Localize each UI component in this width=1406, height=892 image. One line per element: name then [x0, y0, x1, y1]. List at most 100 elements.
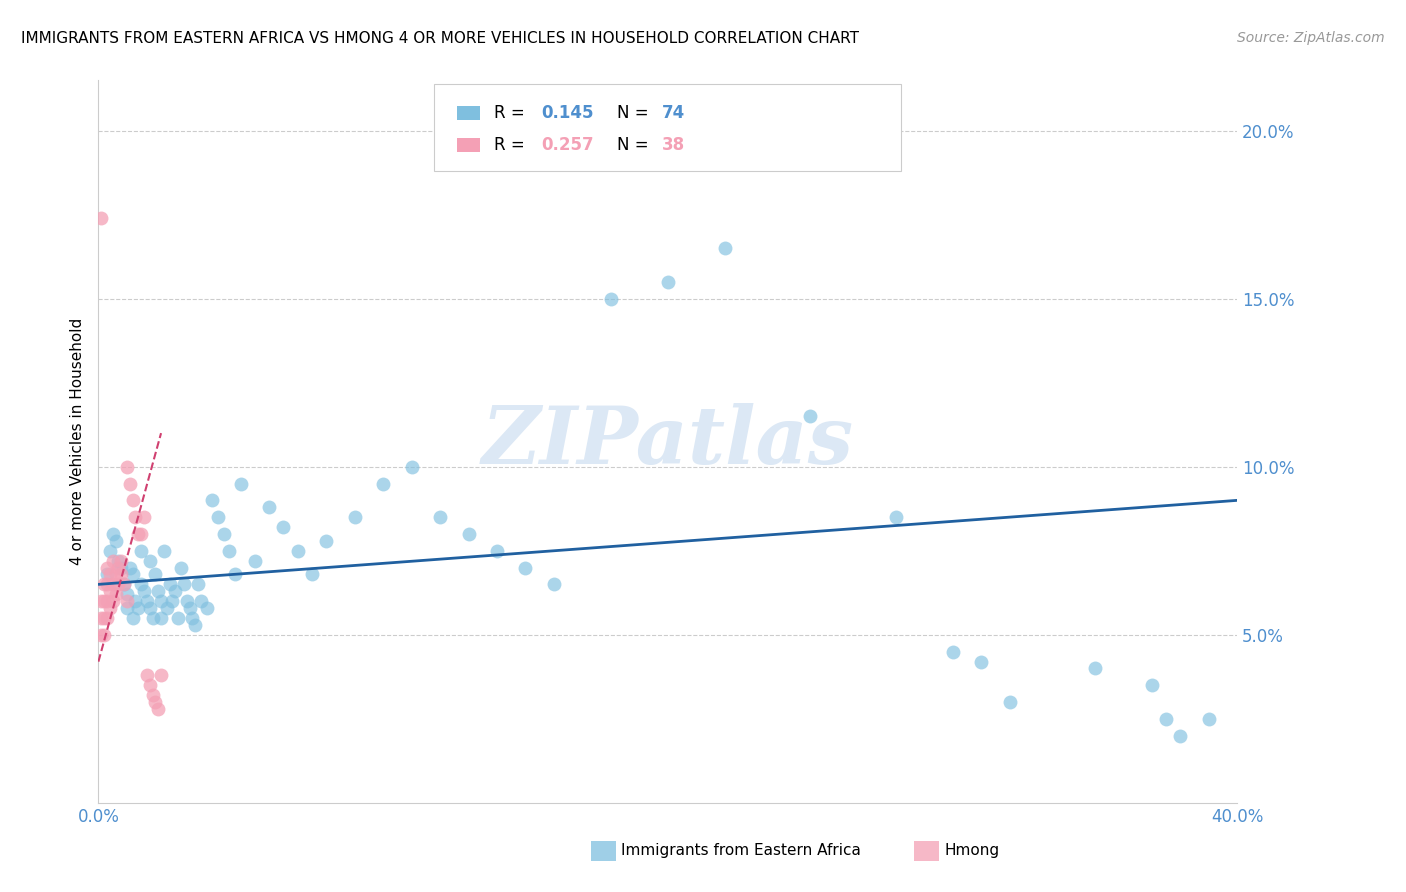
Point: [243, 554, 266, 568]
Point: [132, 510, 155, 524]
Point: [273, 520, 295, 534]
Text: 0.145: 0.145: [541, 104, 593, 122]
Point: [112, 577, 135, 591]
Point: [170, 560, 193, 574]
Point: [150, 668, 173, 682]
Point: [150, 611, 173, 625]
Point: [401, 459, 423, 474]
Point: [714, 241, 737, 255]
Point: [141, 611, 163, 625]
Point: [184, 617, 207, 632]
Point: [148, 702, 170, 716]
Point: [1170, 729, 1192, 743]
Point: [150, 594, 173, 608]
Point: [486, 543, 509, 558]
Point: [187, 577, 209, 591]
Point: [1154, 712, 1177, 726]
Point: [101, 527, 124, 541]
Point: [98, 600, 121, 615]
Point: [121, 611, 143, 625]
Text: R =: R =: [494, 104, 530, 122]
Point: [115, 594, 138, 608]
Point: [96, 567, 118, 582]
Point: [135, 668, 157, 682]
Point: [138, 600, 160, 615]
Point: [207, 510, 229, 524]
Point: [229, 476, 252, 491]
Point: [124, 594, 146, 608]
Text: 38: 38: [662, 136, 685, 153]
Point: [153, 543, 176, 558]
Point: [145, 695, 167, 709]
Text: R =: R =: [494, 136, 530, 153]
Point: [96, 594, 118, 608]
Point: [190, 594, 212, 608]
Text: Source: ZipAtlas.com: Source: ZipAtlas.com: [1237, 31, 1385, 45]
Point: [657, 275, 679, 289]
Point: [998, 695, 1021, 709]
Text: 74: 74: [662, 104, 685, 122]
Point: [195, 600, 218, 615]
Point: [1084, 661, 1107, 675]
Point: [115, 600, 138, 615]
Point: [1198, 712, 1220, 726]
Point: [107, 560, 129, 574]
Point: [224, 567, 246, 582]
Point: [287, 543, 309, 558]
Point: [259, 500, 281, 514]
Point: [201, 493, 224, 508]
Point: [110, 554, 132, 568]
Point: [104, 567, 127, 582]
Point: [1140, 678, 1163, 692]
Point: [156, 600, 179, 615]
Point: [132, 584, 155, 599]
Point: [93, 594, 115, 608]
Point: [96, 577, 118, 591]
Point: [98, 543, 121, 558]
Point: [138, 554, 160, 568]
Point: [104, 587, 127, 601]
Point: [107, 554, 129, 568]
Point: [148, 584, 170, 599]
Point: [90, 611, 112, 625]
Point: [118, 560, 141, 574]
Point: [129, 577, 152, 591]
Y-axis label: 4 or more Vehicles in Household: 4 or more Vehicles in Household: [69, 318, 84, 566]
Point: [181, 611, 204, 625]
Point: [101, 577, 124, 591]
Point: [115, 587, 138, 601]
Point: [115, 459, 138, 474]
Point: [104, 533, 127, 548]
Point: [93, 611, 115, 625]
Point: [173, 577, 195, 591]
Point: [515, 560, 537, 574]
Point: [90, 628, 112, 642]
Text: 0.257: 0.257: [541, 136, 595, 153]
Point: [159, 577, 181, 591]
Text: IMMIGRANTS FROM EASTERN AFRICA VS HMONG 4 OR MORE VEHICLES IN HOUSEHOLD CORRELAT: IMMIGRANTS FROM EASTERN AFRICA VS HMONG …: [21, 31, 859, 46]
Point: [121, 567, 143, 582]
Point: [543, 577, 565, 591]
Point: [112, 577, 135, 591]
Point: [799, 409, 821, 424]
Point: [101, 594, 124, 608]
Point: [970, 655, 993, 669]
Point: [141, 688, 163, 702]
Point: [145, 567, 167, 582]
Text: Immigrants from Eastern Africa: Immigrants from Eastern Africa: [621, 844, 862, 858]
Point: [129, 543, 152, 558]
Point: [118, 476, 141, 491]
Text: ZIPatlas: ZIPatlas: [482, 403, 853, 480]
Point: [373, 476, 395, 491]
FancyBboxPatch shape: [434, 84, 901, 170]
Point: [96, 611, 118, 625]
Point: [884, 510, 907, 524]
Point: [179, 600, 201, 615]
Point: [457, 527, 479, 541]
FancyBboxPatch shape: [457, 106, 479, 120]
Point: [167, 611, 190, 625]
Point: [942, 644, 965, 658]
Point: [343, 510, 366, 524]
Point: [165, 584, 187, 599]
Point: [315, 533, 337, 548]
